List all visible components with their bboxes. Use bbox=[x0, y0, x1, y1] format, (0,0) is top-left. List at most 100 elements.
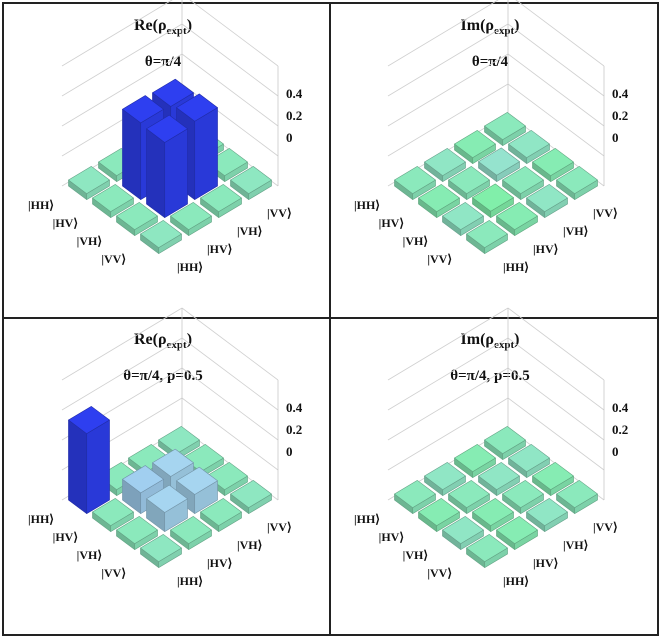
col-label: |HH⟩ bbox=[177, 574, 203, 588]
bar-r3-c3 bbox=[230, 480, 272, 514]
bar-r3-c0 bbox=[140, 220, 182, 254]
row-label: |HH⟩ bbox=[28, 512, 54, 526]
bar-r1-c0 bbox=[92, 498, 134, 532]
bar-r3-c1 bbox=[170, 202, 212, 236]
row-label: |VV⟩ bbox=[101, 252, 126, 266]
row-label: |VH⟩ bbox=[77, 548, 102, 562]
bar-r2-c3 bbox=[532, 148, 574, 182]
bar-r1-c0 bbox=[92, 184, 134, 218]
z-tick-label: 0.4 bbox=[612, 400, 629, 415]
col-label: |HV⟩ bbox=[207, 242, 232, 256]
bar-r2-c1 bbox=[146, 114, 188, 218]
col-label: |VV⟩ bbox=[267, 206, 292, 220]
row-label: |VH⟩ bbox=[403, 234, 428, 248]
z-tick-label: 0.4 bbox=[286, 86, 303, 101]
bar-r3-c2 bbox=[200, 184, 242, 218]
bar-r3-c2 bbox=[526, 498, 568, 532]
bar-r0-c0 bbox=[68, 166, 110, 200]
bar-r3-c2 bbox=[200, 498, 242, 532]
bar-r1-c1 bbox=[448, 166, 490, 200]
bar-r3-c3 bbox=[230, 166, 272, 200]
bar-r0-c1 bbox=[424, 462, 466, 496]
z-tick-label: 0.2 bbox=[286, 108, 302, 123]
bar-r0-c0 bbox=[394, 166, 436, 200]
bar-r1-c2 bbox=[478, 147, 520, 182]
panel-subtitle: θ=π/4 bbox=[145, 54, 182, 70]
z-tick-label: 0.4 bbox=[612, 86, 629, 101]
z-tick-label: 0 bbox=[286, 130, 293, 145]
bar-r3-c1 bbox=[496, 202, 538, 236]
row-label: |VH⟩ bbox=[403, 548, 428, 562]
bar-r1-c2 bbox=[478, 462, 520, 496]
bar-r0-c0 bbox=[394, 480, 436, 514]
panel-3: Re(ρexpt) θ=π/4, p=0.5 0.4 0.2 0 |HH⟩ |HV⟩ |VH⟩… bbox=[28, 307, 303, 588]
row-label: |VV⟩ bbox=[427, 566, 452, 580]
col-label: |HV⟩ bbox=[207, 556, 232, 570]
bar-r1-c1 bbox=[448, 480, 490, 514]
bar-r2-c2 bbox=[502, 480, 544, 514]
panel-4: Im(ρexpt) θ=π/4, p=0.5 0.4 0.2 0 |HH⟩ |HV⟩ |VH⟩… bbox=[354, 307, 629, 588]
panel-subtitle: θ=π/4 bbox=[472, 54, 509, 70]
bar-r0-c0 bbox=[68, 406, 110, 514]
row-label: |HH⟩ bbox=[354, 512, 380, 526]
col-label: |VV⟩ bbox=[593, 206, 618, 220]
bar-r3-c3 bbox=[556, 166, 598, 200]
bar-r3-c1 bbox=[496, 516, 538, 550]
bar-r3-c0 bbox=[466, 534, 508, 568]
bar-r2-c2 bbox=[502, 166, 544, 200]
row-label: |HH⟩ bbox=[354, 198, 380, 212]
panel-title: Re(ρexpt) bbox=[134, 17, 192, 37]
row-label: |HV⟩ bbox=[53, 530, 78, 544]
bar-r3-c2 bbox=[526, 184, 568, 218]
bar-r0-c2 bbox=[454, 444, 496, 478]
col-label: |HV⟩ bbox=[533, 556, 558, 570]
panel-title: Im(ρexpt) bbox=[461, 331, 520, 351]
bar-r3-c0 bbox=[466, 220, 508, 254]
bar-r2-c0 bbox=[442, 202, 484, 236]
z-tick-label: 0.2 bbox=[612, 108, 628, 123]
z-tick-label: 0 bbox=[286, 444, 293, 459]
row-label: |HV⟩ bbox=[379, 530, 404, 544]
col-label: |HH⟩ bbox=[503, 260, 529, 274]
panel-title: Im(ρexpt) bbox=[461, 17, 520, 37]
bar-r1-c3 bbox=[508, 444, 550, 478]
row-label: |HV⟩ bbox=[379, 216, 404, 230]
bar-r0-c2 bbox=[454, 130, 496, 164]
bar-r0-c1 bbox=[424, 148, 466, 182]
bar-r1-c3 bbox=[508, 130, 550, 164]
panel-2: Im(ρexpt) θ=π/4 0.4 0.2 0 |HH⟩ |HV⟩ |VH⟩ |VV⟩ |HH… bbox=[354, 0, 629, 274]
z-tick-label: 0.2 bbox=[286, 422, 302, 437]
bar-r2-c0 bbox=[116, 202, 158, 236]
col-label: |VV⟩ bbox=[593, 520, 618, 534]
col-label: |HH⟩ bbox=[503, 574, 529, 588]
bar-r2-c1 bbox=[472, 183, 514, 218]
row-label: |HV⟩ bbox=[53, 216, 78, 230]
col-label: |VH⟩ bbox=[237, 224, 262, 238]
col-label: |VV⟩ bbox=[267, 520, 292, 534]
row-label: |HH⟩ bbox=[28, 198, 54, 212]
col-label: |HH⟩ bbox=[177, 260, 203, 274]
bar-r2-c1 bbox=[472, 498, 514, 532]
bar-r2-c1 bbox=[146, 484, 188, 532]
panel-title: Re(ρexpt) bbox=[134, 331, 192, 351]
bar-r0-c3 bbox=[484, 426, 526, 460]
z-tick-label: 0 bbox=[612, 444, 619, 459]
bar-r2-c0 bbox=[442, 516, 484, 550]
bar-r1-c0 bbox=[418, 184, 460, 218]
z-tick-label: 0 bbox=[612, 130, 619, 145]
panel-1: Re(ρexpt) θ=π/4 0.4 0.2 0 |HH⟩ |HV⟩ |VH⟩ |VV⟩ |HH… bbox=[28, 0, 303, 274]
panel-subtitle: θ=π/4, p=0.5 bbox=[450, 368, 529, 384]
bar-r1-c0 bbox=[418, 498, 460, 532]
z-tick-label: 0.2 bbox=[612, 422, 628, 437]
bar-r2-c3 bbox=[532, 462, 574, 496]
panel-subtitle: θ=π/4, p=0.5 bbox=[123, 368, 202, 384]
z-tick-label: 0.4 bbox=[286, 400, 303, 415]
col-label: |VH⟩ bbox=[563, 538, 588, 552]
col-label: |HV⟩ bbox=[533, 242, 558, 256]
col-label: |VH⟩ bbox=[563, 224, 588, 238]
row-label: |VV⟩ bbox=[101, 566, 126, 580]
bar-r0-c3 bbox=[484, 112, 526, 146]
bar-r2-c0 bbox=[116, 516, 158, 550]
bar-r3-c1 bbox=[170, 516, 212, 550]
